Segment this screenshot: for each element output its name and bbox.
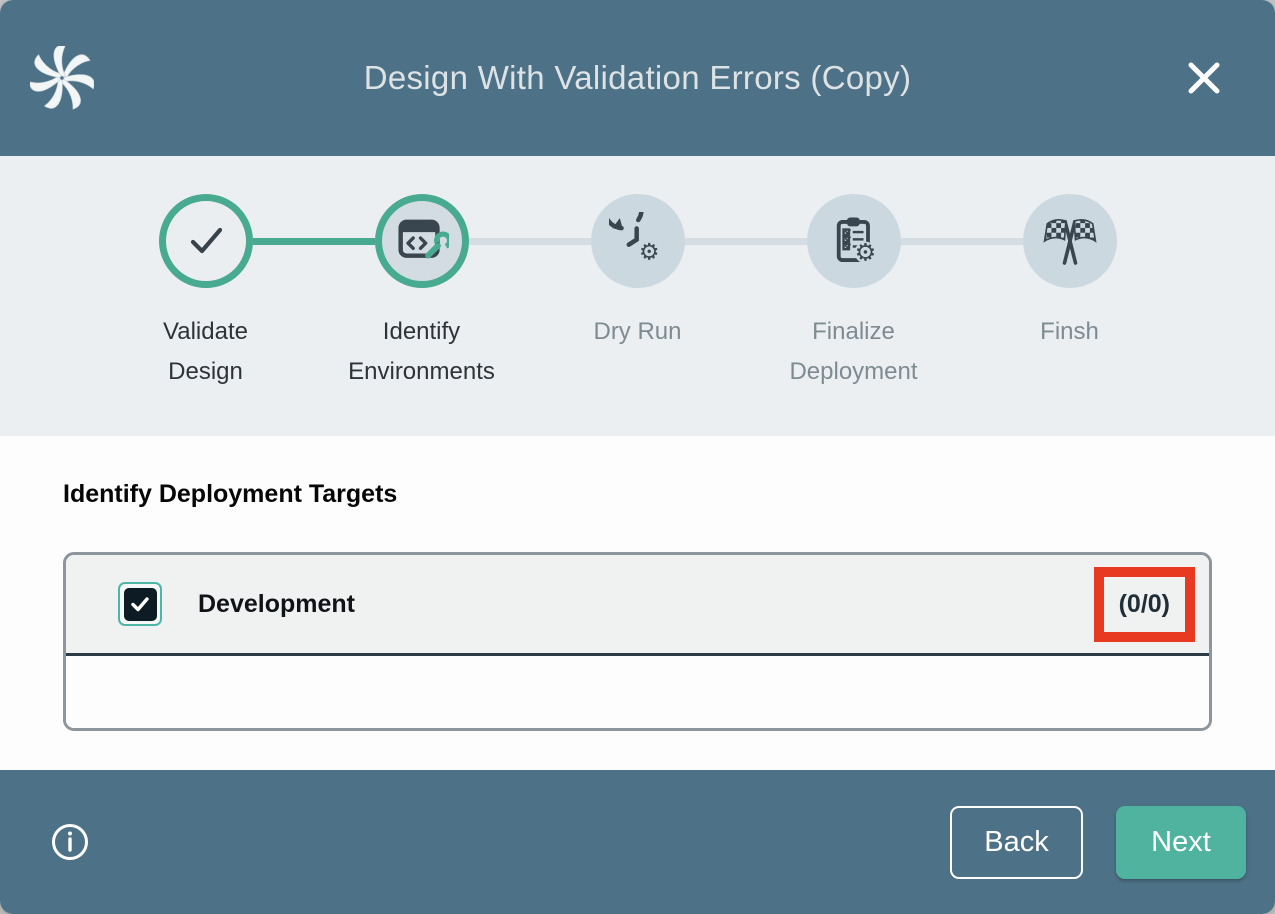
svg-text:⚙: ⚙ (854, 239, 876, 267)
step-finsh-circle[interactable] (1022, 194, 1117, 288)
step-label: Finalize Deployment (789, 318, 918, 385)
next-button[interactable]: Next (1116, 805, 1246, 879)
step-label: Validate Design (163, 318, 248, 385)
step-identify-environments: Identify Environments (252, 194, 530, 392)
checkbox-checked-fill (123, 587, 157, 621)
history-gear-icon: ⚙ (608, 212, 660, 265)
step-finalize-deployment-circle[interactable]: ⚙ (806, 194, 901, 288)
wizard-content: Identify Deployment Targets Development … (0, 436, 1275, 770)
step-dry-run-circle[interactable]: ⚙ (590, 194, 685, 288)
svg-text:⚙: ⚙ (638, 239, 659, 265)
close-button[interactable] (1181, 55, 1227, 101)
modal-header: Design With Validation Errors (Copy) (0, 0, 1275, 156)
code-window-wrench-icon (397, 219, 449, 259)
back-button[interactable]: Back (950, 805, 1083, 879)
wizard-stepper: Validate Design Identify Environments (0, 156, 1275, 436)
clipboard-gear-icon: ⚙ (836, 217, 876, 267)
info-icon (52, 824, 88, 860)
step-finalize-deployment: ⚙ Finalize Deployment (684, 194, 962, 392)
checkered-flags-icon (1042, 219, 1097, 265)
info-button[interactable] (48, 820, 92, 864)
step-label: Dry Run (593, 318, 682, 345)
step-identify-environments-circle[interactable] (374, 194, 469, 288)
step-label: Finsh (1040, 318, 1099, 345)
step-finsh: Finsh (900, 194, 1178, 392)
check-icon (190, 227, 222, 254)
close-icon (1188, 62, 1220, 94)
target-count: (0/0) (1118, 589, 1170, 618)
target-count-wrap: (0/0) (1093, 566, 1195, 642)
step-dry-run: ⚙ Dry Run (468, 194, 746, 392)
modal-footer: Back Next (0, 770, 1275, 914)
step-label: Identify Environments (348, 318, 495, 385)
checkmark-icon (131, 597, 149, 612)
step-validate-design: Validate Design (98, 194, 314, 392)
development-checkbox[interactable] (118, 582, 162, 626)
empty-target-area (66, 656, 1209, 728)
target-row-development: Development (0/0) (66, 555, 1209, 656)
pinwheel-logo (30, 46, 94, 110)
deployment-targets-box: Development (0/0) (63, 552, 1212, 731)
modal-title: Design With Validation Errors (Copy) (363, 59, 912, 96)
step-validate-design-circle[interactable] (158, 194, 253, 288)
target-label: Development (198, 589, 355, 618)
annotation-highlight-red-box: (0/0) (1093, 566, 1195, 642)
content-heading: Identify Deployment Targets (63, 480, 398, 508)
